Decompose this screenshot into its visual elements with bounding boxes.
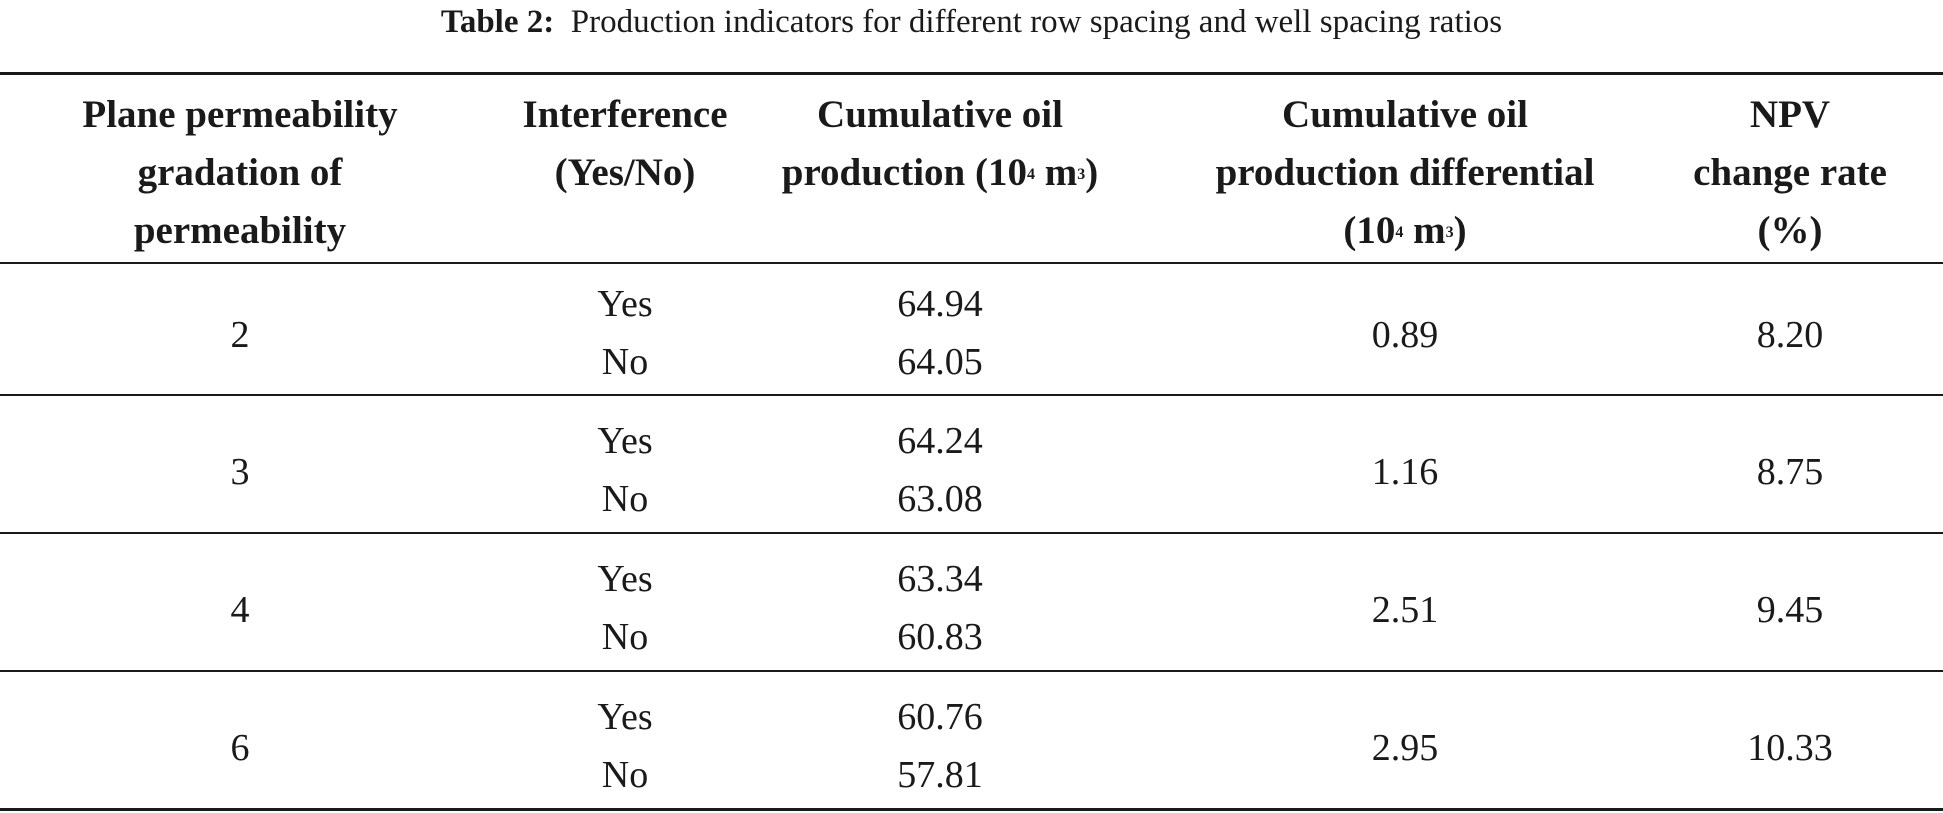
header-npv-change-rate: NPV change rate (%) [1660, 86, 1920, 260]
row-2-gradation: 3 [230, 451, 250, 493]
row-2-differential: 1.16 [1371, 451, 1439, 493]
header-col1-line3: permeability [133, 209, 347, 252]
table-caption-text: Production indicators for different row … [570, 4, 1503, 40]
header-col3-sup1: 4 [1027, 166, 1035, 183]
row-separator [0, 532, 1943, 534]
row-1-cumulative: 64.94 64.05 [750, 275, 1130, 391]
row-3-interference: Yes No [480, 550, 770, 666]
header-col5-line2: change rate [1693, 151, 1887, 194]
header-col1-line1: Plane permeability [82, 93, 398, 136]
header-col4-mid: m [1403, 209, 1446, 252]
row-1-cumulative-no: 64.05 [897, 341, 983, 383]
table-top-rule [0, 72, 1943, 75]
row-separator [0, 670, 1943, 672]
row-2-npv: 8.75 [1756, 451, 1824, 493]
header-col4-line2: production differential [1215, 151, 1595, 194]
table-caption: Table 2: Production indicators for diffe… [0, 0, 1943, 60]
row-1-cumulative-yes: 64.94 [897, 283, 983, 325]
header-col4-line1: Cumulative oil [1282, 93, 1528, 136]
header-col4-prefix: (10 [1343, 209, 1396, 252]
row-separator [0, 394, 1943, 396]
row-3-cumulative-no: 60.83 [897, 616, 983, 658]
header-col3-mid: m [1035, 151, 1078, 194]
row-4-interference-no: No [601, 754, 649, 796]
row-4-cumulative-no: 57.81 [897, 754, 983, 796]
row-3-interference-yes: Yes [597, 558, 653, 600]
row-3-cumulative-yes: 63.34 [897, 558, 983, 600]
header-bottom-rule [0, 262, 1943, 264]
header-cumulative-differential: Cumulative oil production differential (… [1175, 86, 1635, 260]
row-3-npv: 9.45 [1756, 589, 1824, 631]
header-col3-line2: production (104 m3) [750, 144, 1130, 202]
header-col3-suffix: ) [1085, 151, 1099, 194]
header-col5-line3: (%) [1757, 209, 1823, 252]
header-col3-line1: Cumulative oil [817, 93, 1063, 136]
row-2-cumulative-yes: 64.24 [897, 420, 983, 462]
table-bottom-rule [0, 808, 1943, 811]
row-3-cumulative: 63.34 60.83 [750, 550, 1130, 666]
header-col5-line1: NPV [1749, 93, 1831, 136]
row-1-npv: 8.20 [1756, 314, 1824, 356]
row-3-interference-no: No [601, 616, 649, 658]
header-col4-sup2: 3 [1445, 224, 1454, 241]
row-1-gradation: 2 [230, 314, 250, 356]
header-interference: Interference (Yes/No) [480, 86, 770, 202]
header-col4-line3: (104 m3) [1175, 202, 1635, 260]
row-1-interference-yes: Yes [597, 283, 653, 325]
row-4-interference-yes: Yes [597, 696, 653, 738]
table-caption-label: Table 2: [440, 4, 555, 40]
header-col4-sup1: 4 [1395, 224, 1404, 241]
row-4-cumulative-yes: 60.76 [897, 696, 983, 738]
row-4-differential: 2.95 [1371, 727, 1439, 769]
row-1-differential: 0.89 [1371, 314, 1439, 356]
row-3-differential: 2.51 [1371, 589, 1439, 631]
header-col2-line1: Interference [522, 93, 728, 136]
row-2-interference: Yes No [480, 412, 770, 528]
header-col4-suffix: ) [1453, 209, 1467, 252]
row-4-gradation: 6 [230, 727, 250, 769]
row-2-cumulative: 64.24 63.08 [750, 412, 1130, 528]
row-4-interference: Yes No [480, 688, 770, 804]
header-col3-prefix: production (10 [781, 151, 1027, 194]
header-plane-permeability: Plane permeability gradation of permeabi… [40, 86, 440, 260]
row-1-interference-no: No [601, 341, 649, 383]
row-4-npv: 10.33 [1747, 727, 1833, 769]
row-2-interference-yes: Yes [597, 420, 653, 462]
row-1-interference: Yes No [480, 275, 770, 391]
header-col2-line2: (Yes/No) [554, 151, 696, 194]
header-col3-sup2: 3 [1077, 166, 1086, 183]
row-2-cumulative-no: 63.08 [897, 478, 983, 520]
header-col1-line2: gradation of [137, 151, 343, 194]
row-3-gradation: 4 [230, 589, 250, 631]
row-4-cumulative: 60.76 57.81 [750, 688, 1130, 804]
row-2-interference-no: No [601, 478, 649, 520]
header-cumulative-oil: Cumulative oil production (104 m3) [750, 86, 1130, 202]
